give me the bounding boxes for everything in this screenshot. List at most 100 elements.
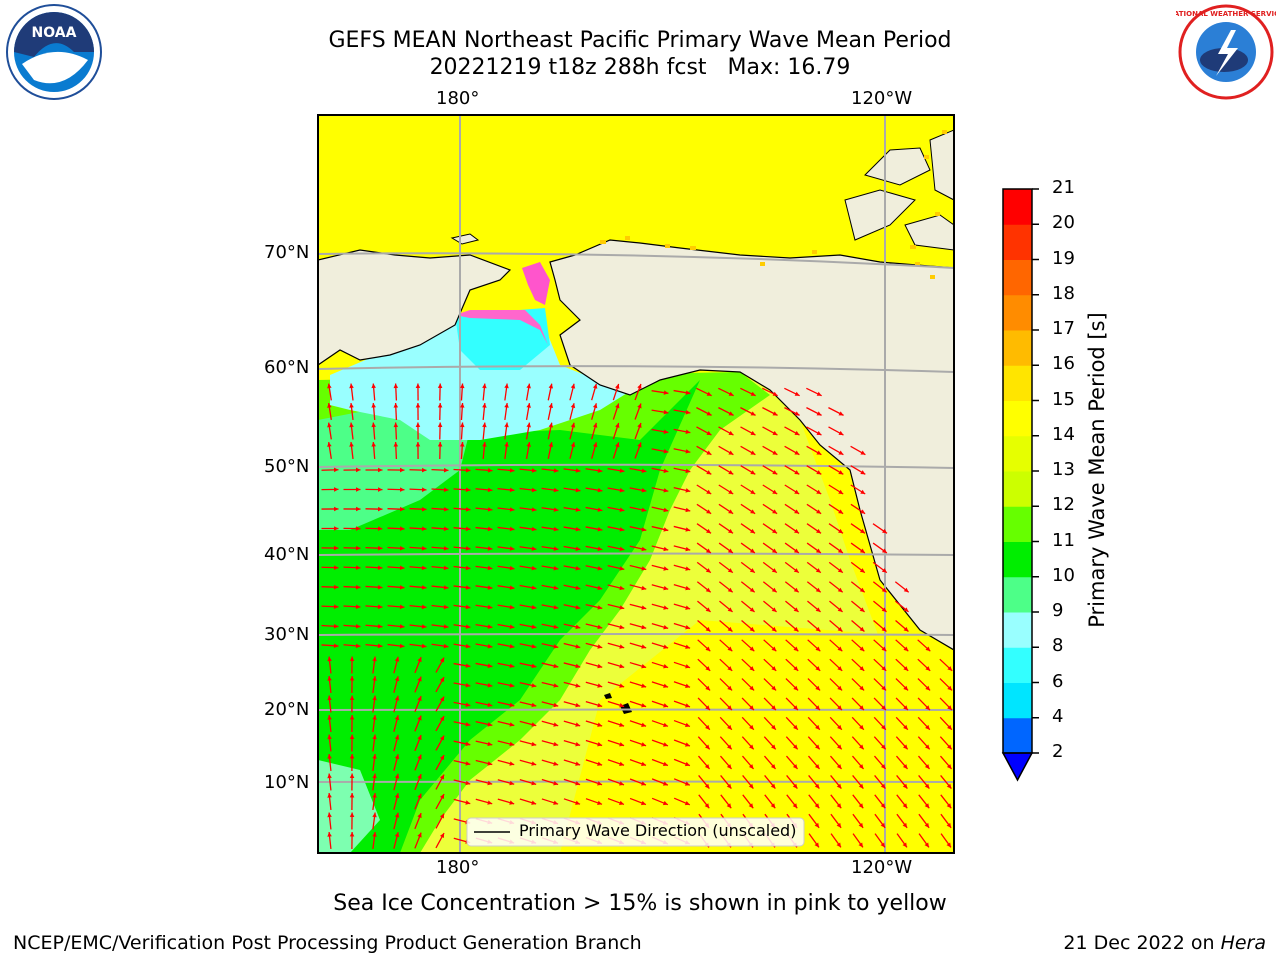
noaa-logo: NOAA [4, 2, 104, 102]
wave-arrow-head [663, 468, 669, 474]
wave-arrow-head [439, 813, 445, 819]
wave-arrow-head [640, 781, 646, 786]
wave-arrow-head [637, 423, 642, 428]
wave-arrow-head [465, 643, 471, 649]
wave-arrow-head [705, 626, 711, 632]
wave-arrow-head [815, 626, 821, 632]
wave-arrow-head [641, 663, 647, 669]
wave-arrow-head [465, 800, 471, 805]
wave-arrow-head [553, 585, 559, 590]
wave-arrow-head [663, 742, 668, 747]
wave-arrow-head [378, 467, 383, 473]
wave-arrow-head [727, 705, 732, 711]
wave-arrow-head [465, 604, 471, 610]
wave-arrow-head [465, 467, 471, 473]
wave-arrow-head [619, 527, 625, 532]
wave-arrow-head [575, 702, 581, 708]
wave-arrow-head [684, 800, 690, 806]
colorbar-tick-label: 10 [1052, 564, 1075, 586]
lon-tick-top-120w: 120°W [851, 88, 913, 109]
wave-arrow-head [814, 803, 820, 809]
wave-arrow-head [459, 442, 465, 447]
wave-arrow-head [750, 411, 756, 416]
nws-logo-text: NATIONAL WEATHER SERVICE [1176, 10, 1276, 18]
wave-arrow-head [771, 666, 777, 671]
wave-arrow-head [394, 715, 400, 721]
colorbar-label: Primary Wave Mean Period [s] [1085, 312, 1109, 628]
wave-arrow-head [748, 783, 754, 789]
wave-arrow-head [487, 683, 493, 688]
wave-arrow-head [685, 566, 691, 571]
wave-arrow-head [465, 507, 471, 512]
wave-arrow-head [663, 507, 669, 513]
wave-arrow-head [575, 644, 581, 649]
colorbar-tick-label: 12 [1052, 494, 1075, 516]
wave-arrow-head [704, 764, 710, 769]
wave-arrow-head [815, 744, 820, 750]
wave-arrow-head [924, 803, 930, 809]
footer-date-text: 21 Dec 2022 on [1063, 932, 1215, 954]
wave-arrow-head [726, 803, 732, 809]
wave-arrow-head [349, 656, 355, 661]
wave-arrow-head [487, 663, 493, 668]
subtitle-run: 20221219 t18z 288h fcst [429, 55, 707, 80]
wave-arrow-head [417, 813, 422, 819]
wave-arrow-head [531, 683, 537, 688]
wave-arrow-head [685, 585, 691, 591]
wave-arrow-head [439, 657, 445, 663]
wave-arrow-head [816, 450, 822, 455]
wave-arrow-head [947, 724, 952, 730]
wave-arrow-head [816, 528, 822, 534]
wave-arrow-head [553, 702, 559, 708]
colorbar-tick-label: 19 [1052, 247, 1075, 269]
wave-arrow-head [705, 705, 710, 711]
wave-arrow-head [663, 605, 669, 610]
wave-arrow-head [619, 761, 625, 766]
wave-arrow-head [393, 403, 399, 408]
wave-arrow-head [925, 646, 931, 652]
wave-arrow-head [793, 607, 799, 612]
wave-arrow-head [570, 403, 576, 409]
wave-arrow-head [372, 754, 377, 759]
wave-arrow-head [685, 429, 691, 434]
wave-arrow-head [641, 527, 647, 532]
wave-arrow-head [858, 803, 864, 809]
wave-arrow-head [837, 548, 843, 553]
wave-arrow-head [619, 624, 625, 630]
lat-tick-50n: 50°N [264, 456, 310, 477]
wave-arrow-head [925, 685, 931, 691]
wave-arrow-head [641, 722, 647, 727]
wave-arrow-head [946, 764, 952, 769]
wave-arrow-head [619, 546, 625, 552]
sea-ice-specks [600, 130, 947, 279]
wave-arrow-head [772, 450, 778, 455]
wave-arrow-head [575, 663, 581, 669]
wave-arrow-head [903, 685, 909, 691]
wave-arrow-head [860, 528, 866, 534]
wave-arrow-head [619, 468, 625, 473]
wave-arrow-head [684, 761, 690, 767]
wave-arrow-head [641, 566, 647, 571]
wave-arrow-head [881, 685, 887, 691]
wave-arrow-head [531, 526, 537, 532]
wave-arrow-head [750, 528, 756, 534]
lat-tick-20n: 20°N [264, 699, 310, 720]
wave-arrow-head [685, 468, 691, 474]
wave-arrow-head [793, 646, 799, 652]
wave-arrow-head [903, 724, 908, 730]
wave-arrow-head [880, 822, 886, 828]
wave-arrow-head [727, 744, 732, 750]
wave-arrow-head [816, 509, 822, 514]
wave-arrow-head [947, 685, 953, 691]
wave-arrow-head [750, 489, 756, 495]
wave-arrow-head [860, 489, 866, 495]
wave-arrow-head [465, 546, 471, 551]
wave-arrow-head [394, 832, 400, 838]
wave-arrow-head [881, 646, 887, 652]
wave-arrow-head [792, 783, 798, 789]
wave-arrow-head [793, 666, 799, 671]
wave-arrow-head [372, 734, 377, 740]
wave-arrow-head [355, 643, 361, 649]
wave-arrow-head [706, 528, 712, 534]
wave-arrow-head [526, 403, 531, 408]
